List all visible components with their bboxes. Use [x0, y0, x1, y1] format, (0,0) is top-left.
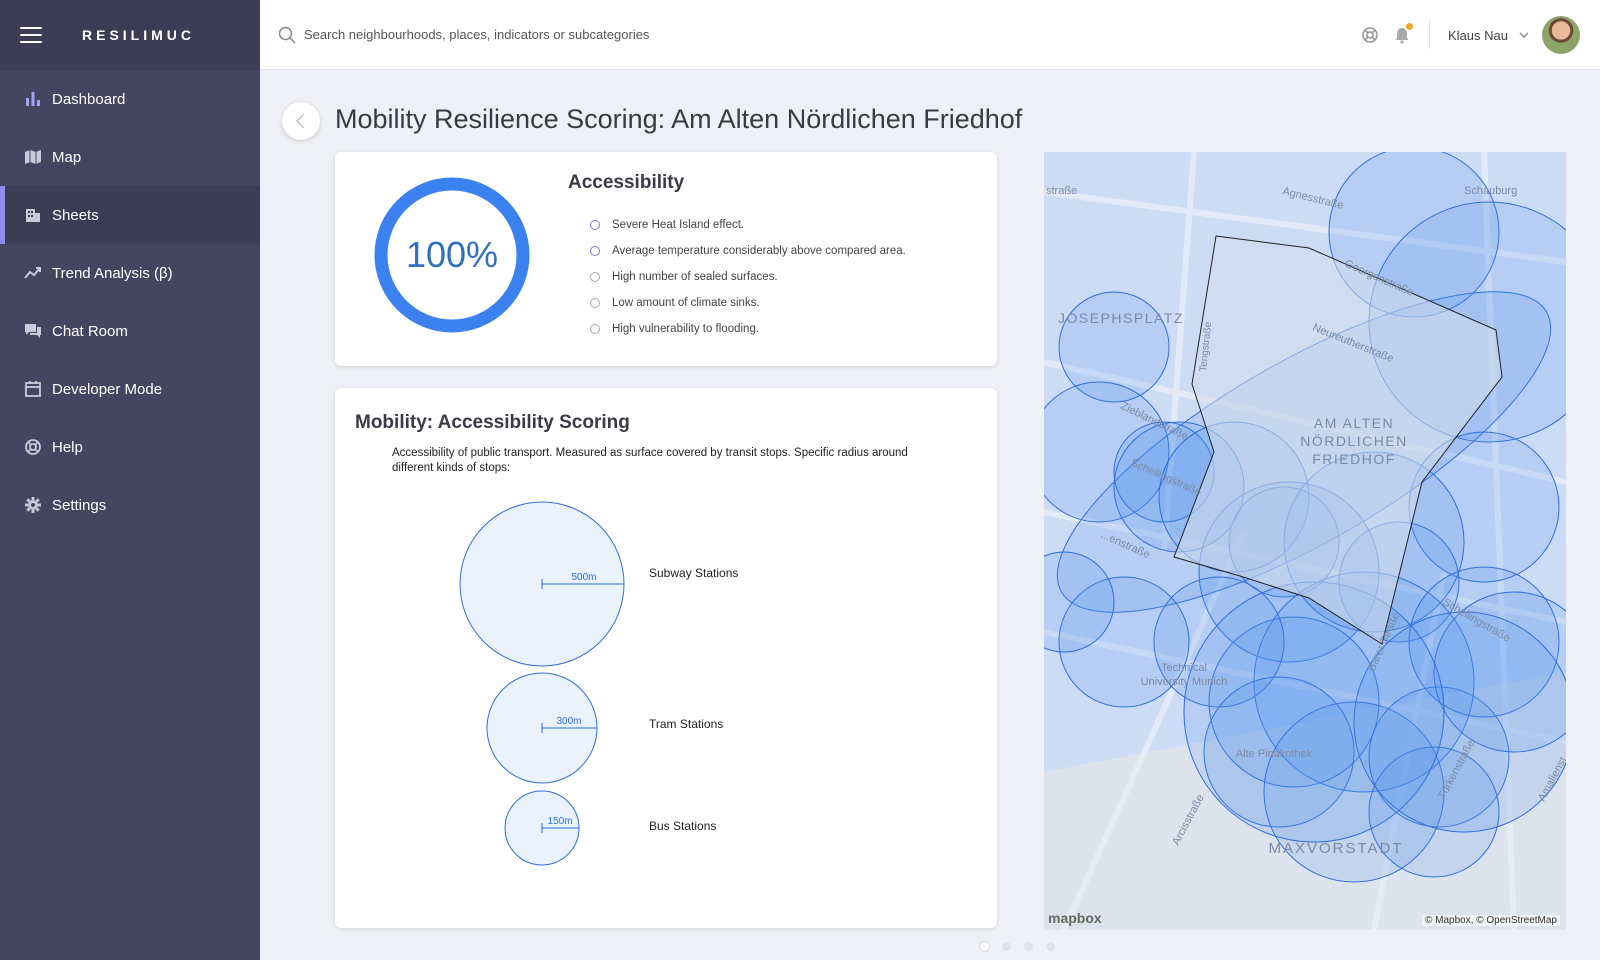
search-input[interactable]	[304, 27, 1004, 42]
search-icon	[278, 26, 296, 44]
globe-icon[interactable]	[1361, 26, 1379, 44]
sidebar-header: RESILIMUC	[0, 0, 260, 70]
bullet-icon	[590, 324, 600, 334]
sidebar-item-label: Developer Mode	[52, 380, 163, 398]
sidebar-item-label: Trend Analysis (β)	[52, 264, 173, 282]
divider	[1429, 21, 1431, 49]
criteria-item: Severe Heat Island effect.	[590, 212, 906, 238]
notification-dot	[1406, 23, 1414, 30]
accessibility-title: Accessibility	[568, 172, 685, 193]
sidebar-item-settings[interactable]: Settings	[0, 476, 260, 534]
criteria-item: High vulnerability to flooding.	[590, 316, 906, 342]
map-label-josephsplatz: JOSEPHSPLATZ	[1058, 310, 1184, 326]
sidebar-item-chat-room[interactable]: Chat Room	[0, 302, 260, 360]
criteria-item: High number of sealed surfaces.	[590, 264, 906, 290]
sidebar-nav: Dashboard Map Sheets Trend Analysis (β) …	[0, 70, 260, 534]
sidebar-item-label: Dashboard	[52, 90, 126, 108]
pager-dot[interactable]	[980, 942, 989, 951]
sidebar: RESILIMUC Dashboard Map Sheets Trend Ana…	[0, 0, 260, 960]
mobility-description: Accessibility of public transport. Measu…	[392, 447, 908, 474]
avatar[interactable]	[1542, 16, 1580, 54]
accessibility-card: 100% Accessibility Severe Heat Island ef…	[335, 152, 997, 366]
map-attribution[interactable]: © Mapbox, © OpenStreetMap	[1421, 915, 1560, 926]
tram-stations-label: Tram Stations	[649, 717, 724, 731]
globe-icon	[24, 438, 42, 456]
sidebar-item-developer-mode[interactable]: Developer Mode	[0, 360, 260, 418]
sidebar-item-label: Settings	[52, 496, 107, 514]
sidebar-item-label: Sheets	[52, 206, 99, 224]
map-label-tum-2: University Munich	[1141, 676, 1228, 688]
trend-icon	[24, 264, 42, 282]
pager-dot[interactable]	[1046, 942, 1055, 951]
sidebar-item-map[interactable]: Map	[0, 128, 260, 186]
mobility-card: Mobility: Accessibility Scoring Accessib…	[335, 388, 997, 928]
tram-radius-circle: 300m	[486, 672, 598, 784]
bullet-icon	[590, 272, 600, 282]
map-label-area-2: NÖRDLICHEN	[1300, 432, 1408, 449]
bullet-icon	[590, 220, 600, 230]
bullet-icon	[590, 246, 600, 256]
gear-icon	[24, 496, 42, 514]
carousel-pager	[980, 942, 1068, 951]
chevron-left-icon	[295, 113, 305, 129]
sidebar-item-trend-analysis[interactable]: Trend Analysis (β)	[0, 244, 260, 302]
chat-icon	[24, 322, 42, 340]
bullet-icon	[590, 298, 600, 308]
criteria-item: Average temperature considerably above c…	[590, 238, 906, 264]
sidebar-item-dashboard[interactable]: Dashboard	[0, 70, 260, 128]
map-label-pinakothek: Alte Pinakothek	[1236, 748, 1313, 760]
criteria-item: Low amount of climate sinks.	[590, 290, 906, 316]
bar-chart-icon	[24, 90, 42, 108]
criteria-text: Average temperature considerably above c…	[612, 245, 906, 257]
map-label-schauburg: Schauburg	[1464, 185, 1517, 197]
building-icon	[24, 206, 42, 224]
map-label-tengstrasse: Tengstraße	[1198, 321, 1214, 372]
pager-dot[interactable]	[1002, 942, 1011, 951]
criteria-text: Low amount of climate sinks.	[612, 297, 760, 309]
criteria-text: High number of sealed surfaces.	[612, 271, 778, 283]
subway-radius-circle: 500m	[459, 501, 625, 667]
sidebar-item-label: Map	[52, 148, 82, 166]
page-title: Mobility Resilience Scoring: Am Alten Nö…	[335, 104, 1023, 134]
criteria-list: Severe Heat Island effect. Average tempe…	[590, 212, 906, 342]
criteria-text: High vulnerability to flooding.	[612, 323, 760, 335]
stop-radius-illustration: 500m 300m 150m	[459, 501, 625, 866]
pager-dot[interactable]	[1024, 942, 1033, 951]
chevron-down-icon[interactable]	[1518, 29, 1530, 41]
sidebar-item-help[interactable]: Help	[0, 418, 260, 476]
criteria-text: Severe Heat Island effect.	[612, 219, 745, 231]
top-bar-actions: Klaus Nau	[1347, 0, 1580, 70]
subway-radius-label: 500m	[571, 572, 596, 583]
back-button[interactable]	[282, 102, 320, 140]
app-brand: RESILIMUC	[82, 27, 195, 43]
score-ring	[374, 177, 530, 333]
sidebar-item-label: Chat Room	[52, 322, 128, 340]
map-icon	[24, 148, 42, 166]
mobility-title: Mobility: Accessibility Scoring	[355, 412, 630, 433]
score-percentage: 100%	[405, 234, 499, 275]
map-label-maxvorstadt: MAXVORSTADT	[1268, 840, 1403, 857]
map-label-area-3: FRIEDHOF	[1312, 451, 1396, 467]
notification-bell-icon[interactable]	[1393, 23, 1414, 44]
subway-stations-label: Subway Stations	[649, 566, 739, 580]
top-bar: Klaus Nau	[260, 0, 1600, 70]
user-name[interactable]: Klaus Nau	[1448, 27, 1508, 43]
map-label-area-1: AM ALTEN	[1314, 415, 1394, 431]
map-canvas[interactable]: JOSEPHSPLATZ AM ALTEN NÖRDLICHEN FRIEDHO…	[1044, 152, 1566, 930]
mapbox-logo[interactable]: mapbox	[1048, 910, 1102, 926]
map-view[interactable]: JOSEPHSPLATZ AM ALTEN NÖRDLICHEN FRIEDHO…	[1044, 152, 1566, 930]
tram-radius-label: 300m	[556, 716, 581, 727]
sidebar-item-label: Help	[52, 438, 83, 456]
sidebar-item-sheets[interactable]: Sheets	[0, 186, 260, 244]
map-label-strasse: straße	[1046, 185, 1077, 197]
bus-radius-label: 150m	[547, 816, 572, 827]
hamburger-menu-icon[interactable]	[20, 27, 42, 43]
bus-radius-circle: 150m	[504, 790, 580, 866]
bus-stations-label: Bus Stations	[649, 819, 717, 833]
calendar-icon	[24, 380, 42, 398]
map-label-tum-1: Technical	[1161, 662, 1207, 674]
